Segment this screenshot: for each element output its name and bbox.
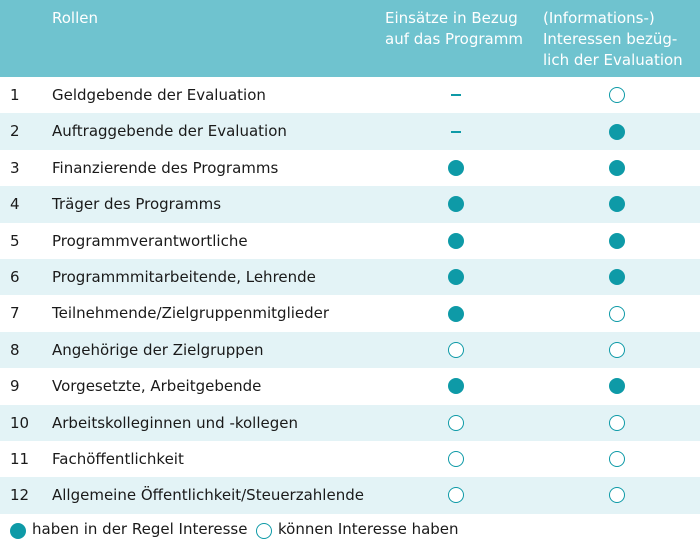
row-number: 8 xyxy=(10,340,20,359)
table-row: 5 Programmverantwortliche xyxy=(0,222,700,259)
header-roles: Rollen xyxy=(52,9,98,27)
table-row: 8 Angehörige der Zielgruppen xyxy=(0,331,700,369)
open-circle-icon xyxy=(256,523,272,539)
header-involvement-line: auf das Programm xyxy=(385,30,523,48)
row-label: Angehörige der Zielgruppen xyxy=(52,340,264,359)
filled-circle-icon xyxy=(609,378,625,395)
filled-circle-icon xyxy=(448,196,464,213)
open-circle-icon xyxy=(448,341,464,358)
row-number: 6 xyxy=(10,267,20,286)
table-row: 12 Allgemeine Öffentlichkeit/Steuerzahlen… xyxy=(0,477,700,514)
open-circle-icon xyxy=(448,414,464,431)
dash-icon xyxy=(451,130,461,133)
row-number: 4 xyxy=(10,195,20,214)
open-circle-icon xyxy=(448,487,464,504)
open-circle-icon xyxy=(609,451,625,468)
header-interests-line: Interessen bezüg- xyxy=(543,30,678,48)
open-circle-icon xyxy=(448,451,464,468)
legend-full-label: haben in der Regel Interesse xyxy=(32,520,248,538)
open-circle-icon xyxy=(609,414,625,431)
open-circle-icon xyxy=(609,87,625,104)
table-header: Rollen Einsätze in Bezug auf das Program… xyxy=(0,0,700,77)
table-row: 6 Programmmitarbeitende, Lehrende xyxy=(0,258,700,296)
row-label: Finanzierende des Programms xyxy=(52,158,279,177)
row-number: 11 xyxy=(10,449,30,468)
filled-circle-icon xyxy=(448,378,464,395)
table-row: 2 Auftraggebende der Evaluation xyxy=(0,113,700,150)
open-circle-icon xyxy=(609,487,625,504)
filled-circle-icon xyxy=(609,232,625,249)
filled-circle-icon xyxy=(448,305,464,322)
filled-circle-icon xyxy=(10,523,26,539)
row-number: 7 xyxy=(10,304,20,323)
row-label: Programmmitarbeitende, Lehrende xyxy=(52,267,316,286)
table-row: 4 Träger des Programms xyxy=(0,186,700,223)
table-row: 11 Fachöffentlichkeit xyxy=(0,440,700,478)
row-label: Arbeitskolleginnen und -kollegen xyxy=(52,413,299,432)
filled-circle-icon xyxy=(448,159,464,176)
legend-empty-label: können Interesse haben xyxy=(278,520,459,538)
filled-circle-icon xyxy=(609,269,625,286)
table-row: 9 Vorgesetzte, Arbeitgebende xyxy=(0,368,700,405)
roles-table: Rollen Einsätze in Bezug auf das Program… xyxy=(0,0,700,514)
filled-circle-icon xyxy=(609,123,625,140)
row-label: Träger des Programms xyxy=(52,195,222,214)
row-number: 1 xyxy=(10,86,20,104)
header-interests-line: (Informations-) xyxy=(543,9,655,27)
header-involvement-line: Einsätze in Bezug xyxy=(385,9,518,27)
open-circle-icon xyxy=(609,305,625,322)
open-circle-icon xyxy=(609,341,625,358)
filled-circle-icon xyxy=(448,232,464,249)
filled-circle-icon xyxy=(609,196,625,213)
row-number: 9 xyxy=(10,377,20,396)
row-label: Auftraggebende der Evaluation xyxy=(52,122,287,141)
row-number: 10 xyxy=(10,413,30,432)
row-label: Fachöffentlichkeit xyxy=(52,449,184,468)
header-interests: (Informations-) Interessen bezüg- lich d… xyxy=(543,8,698,71)
row-number: 5 xyxy=(10,231,20,250)
table-row: 7 Teilnehmende/Zielgruppenmitglieder xyxy=(0,295,700,332)
row-label: Vorgesetzte, Arbeitgebende xyxy=(52,377,262,396)
table-row: 1 Geldgebende der Evaluation xyxy=(0,77,700,114)
row-number: 3 xyxy=(10,158,20,177)
filled-circle-icon xyxy=(448,269,464,286)
table-row: 10 Arbeitskolleginnen und -kollegen xyxy=(0,404,700,441)
table-body: 1 Geldgebende der Evaluation 2 Auftraggeben… xyxy=(0,77,700,514)
legend: haben in der Regel Interesse können Inte… xyxy=(0,518,700,542)
dash-icon xyxy=(451,94,461,97)
row-label: Teilnehmende/Zielgruppenmitglieder xyxy=(52,304,330,323)
header-involvement: Einsätze in Bezug auf das Programm xyxy=(385,8,535,50)
row-label: Allgemeine Öffentlichkeit/Steuerzahlende xyxy=(52,486,364,505)
header-interests-line: lich der Evaluation xyxy=(543,51,683,69)
row-label: Programmverantwortliche xyxy=(52,231,248,250)
row-label: Geldgebende der Evaluation xyxy=(52,86,266,104)
table-row: 3 Finanzierende des Programms xyxy=(0,149,700,187)
row-number: 2 xyxy=(10,122,20,141)
filled-circle-icon xyxy=(609,159,625,176)
row-number: 12 xyxy=(10,486,30,505)
